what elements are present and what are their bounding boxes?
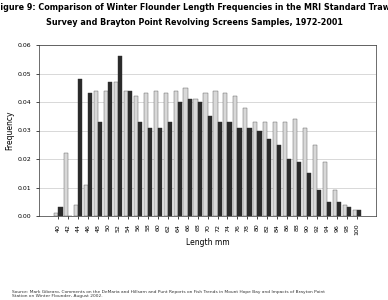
- Bar: [277, 145, 281, 216]
- Bar: [248, 128, 251, 216]
- Bar: [303, 128, 307, 216]
- Bar: [138, 122, 142, 216]
- Bar: [347, 208, 351, 216]
- Bar: [118, 56, 122, 216]
- Bar: [144, 93, 148, 216]
- Y-axis label: Frequency: Frequency: [6, 111, 15, 150]
- Bar: [253, 122, 257, 216]
- Bar: [104, 91, 108, 216]
- Text: Figure 9: Comparison of Winter Flounder Length Frequencies in the MRI Standard T: Figure 9: Comparison of Winter Flounder …: [0, 3, 388, 12]
- Bar: [357, 210, 361, 216]
- Bar: [287, 159, 291, 216]
- Bar: [313, 145, 317, 216]
- Bar: [84, 184, 88, 216]
- Bar: [267, 139, 272, 216]
- Bar: [94, 91, 98, 216]
- Bar: [88, 93, 92, 216]
- Bar: [203, 93, 208, 216]
- Bar: [273, 122, 277, 216]
- Bar: [213, 91, 218, 216]
- Bar: [164, 93, 168, 216]
- Bar: [323, 162, 327, 216]
- Bar: [243, 108, 248, 216]
- Bar: [128, 91, 132, 216]
- Bar: [178, 102, 182, 216]
- Bar: [327, 202, 331, 216]
- Bar: [297, 162, 301, 216]
- Bar: [78, 79, 82, 216]
- Bar: [237, 128, 242, 216]
- Bar: [124, 91, 128, 216]
- Bar: [184, 88, 188, 216]
- Bar: [208, 116, 212, 216]
- Bar: [158, 128, 162, 216]
- Bar: [353, 210, 357, 216]
- Bar: [333, 190, 337, 216]
- Bar: [343, 205, 347, 216]
- Bar: [197, 102, 202, 216]
- Bar: [194, 99, 197, 216]
- Bar: [293, 119, 297, 216]
- Bar: [134, 96, 138, 216]
- Bar: [108, 82, 112, 216]
- Bar: [168, 122, 172, 216]
- Bar: [218, 122, 222, 216]
- Bar: [58, 208, 62, 216]
- X-axis label: Length mm: Length mm: [186, 238, 229, 247]
- Bar: [317, 190, 321, 216]
- Bar: [283, 122, 287, 216]
- Bar: [114, 82, 118, 216]
- Bar: [223, 93, 227, 216]
- Text: Source: Mark Gibearo, Comments on the DeMaria and Hillsarn and Punt Reports on F: Source: Mark Gibearo, Comments on the De…: [12, 290, 325, 298]
- Bar: [98, 122, 102, 216]
- Bar: [173, 91, 178, 216]
- Bar: [337, 202, 341, 216]
- Bar: [263, 122, 267, 216]
- Bar: [307, 173, 311, 216]
- Bar: [74, 205, 78, 216]
- Bar: [188, 99, 192, 216]
- Bar: [257, 130, 262, 216]
- Bar: [148, 128, 152, 216]
- Bar: [227, 122, 232, 216]
- Bar: [64, 153, 68, 216]
- Bar: [233, 96, 237, 216]
- Bar: [54, 213, 58, 216]
- Bar: [154, 91, 158, 216]
- Text: Survey and Brayton Point Revolving Screens Samples, 1972-2001: Survey and Brayton Point Revolving Scree…: [45, 18, 343, 27]
